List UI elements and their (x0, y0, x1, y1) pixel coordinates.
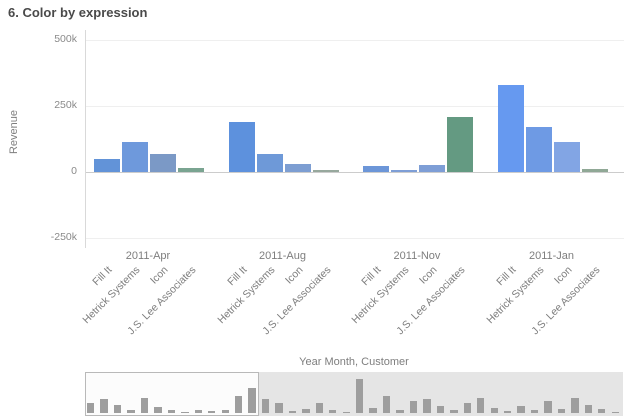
navigator-bar (477, 397, 485, 413)
bar[interactable] (256, 154, 283, 172)
navigator-bar (544, 401, 552, 413)
month-label[interactable]: 2011-Apr (125, 250, 171, 262)
navigator-bar (234, 396, 243, 413)
navigator-bar (154, 406, 162, 413)
page-title: 6. Color by expression (8, 5, 148, 20)
navigator-bar (140, 397, 149, 413)
bar[interactable] (284, 163, 311, 172)
navigator-bar (315, 402, 324, 413)
y-tick-label: -250k (50, 231, 77, 243)
navigator-selection-window[interactable] (85, 372, 259, 416)
navigator-bar (302, 408, 310, 413)
navigator-bar (369, 407, 377, 413)
navigator-bar (530, 409, 539, 413)
navigator-bar (503, 411, 512, 413)
gridline (86, 238, 624, 239)
y-tick-label: 250k (54, 99, 77, 111)
navigator[interactable] (85, 372, 623, 416)
navigator-bar (490, 407, 498, 413)
navigator-bar (100, 399, 108, 413)
bar[interactable] (94, 159, 120, 172)
navigator-bar (127, 410, 135, 413)
navigator-bar (113, 404, 122, 413)
bar[interactable] (419, 164, 445, 172)
navigator-bar (181, 411, 189, 413)
bar[interactable] (553, 141, 580, 172)
navigator-bar (557, 408, 566, 413)
navigator-bar (409, 401, 418, 413)
navigator-bar (342, 411, 350, 413)
month-label[interactable]: 2011-Aug (259, 250, 306, 262)
y-tick-label: 0 (71, 165, 77, 177)
navigator-bar (584, 404, 593, 413)
month-label[interactable]: 2011-Jan (528, 250, 575, 262)
navigator-bar (87, 402, 95, 413)
bar[interactable] (525, 127, 552, 172)
navigator-bar (261, 399, 270, 413)
x-axis-title: Year Month, Customer (299, 356, 409, 368)
zero-line (86, 172, 624, 173)
navigator-bar (167, 409, 176, 413)
gridline (86, 106, 624, 107)
navigator-bar (396, 409, 404, 413)
navigator-bar (571, 397, 579, 413)
gridline (86, 40, 624, 41)
navigator-bar (450, 410, 458, 413)
navigator-bar (248, 387, 256, 413)
navigator-bar (463, 402, 471, 413)
bar[interactable] (497, 84, 524, 172)
bar[interactable] (178, 167, 204, 172)
navigator-bar (382, 396, 391, 413)
navigator-bar (356, 379, 364, 413)
navigator-bar (436, 406, 445, 413)
navigator-bar (288, 410, 297, 413)
bar[interactable] (363, 166, 389, 172)
navigator-bar (194, 410, 202, 413)
bar[interactable] (581, 168, 608, 172)
navigator-bar (208, 411, 216, 413)
navigator-bar (275, 403, 283, 413)
bar[interactable] (447, 116, 473, 172)
navigator-bar (423, 399, 431, 413)
navigator-bar (611, 411, 619, 413)
bar[interactable] (312, 170, 339, 172)
y-tick-label: 500k (54, 33, 77, 45)
navigator-bar (221, 409, 229, 413)
bar[interactable] (228, 121, 255, 172)
navigator-bar (598, 408, 606, 413)
navigator-bar (517, 406, 525, 413)
navigator-bar (329, 410, 337, 413)
month-label[interactable]: 2011-Nov (393, 250, 441, 262)
plot-area (85, 30, 624, 248)
bar[interactable] (391, 169, 417, 172)
bar[interactable] (122, 141, 148, 172)
bar[interactable] (150, 154, 176, 172)
